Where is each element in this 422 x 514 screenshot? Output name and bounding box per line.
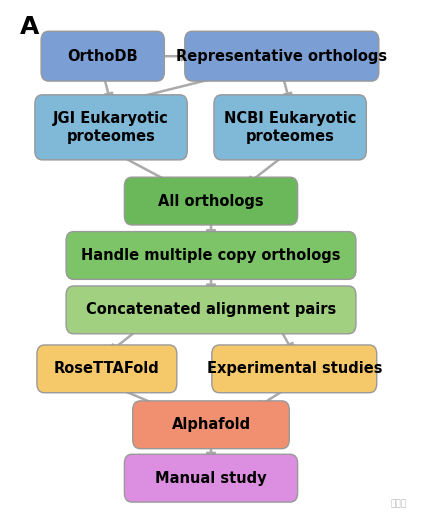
FancyBboxPatch shape [41, 31, 164, 81]
FancyBboxPatch shape [214, 95, 366, 160]
Text: Concatenated alignment pairs: Concatenated alignment pairs [86, 302, 336, 317]
FancyBboxPatch shape [37, 345, 177, 393]
Text: Alphafold: Alphafold [171, 417, 251, 432]
Text: Experimental studies: Experimental studies [206, 361, 382, 376]
Text: NCBI Eukaryotic
proteomes: NCBI Eukaryotic proteomes [224, 111, 356, 143]
FancyBboxPatch shape [133, 401, 289, 449]
Text: Representative orthologs: Representative orthologs [176, 49, 387, 64]
Text: JGI Eukaryotic
proteomes: JGI Eukaryotic proteomes [53, 111, 169, 143]
Text: 量子位: 量子位 [391, 500, 407, 509]
FancyBboxPatch shape [35, 95, 187, 160]
FancyBboxPatch shape [124, 177, 298, 225]
FancyBboxPatch shape [185, 31, 379, 81]
FancyBboxPatch shape [212, 345, 377, 393]
Text: RoseTTAFold: RoseTTAFold [54, 361, 160, 376]
Text: OrthoDB: OrthoDB [68, 49, 138, 64]
Text: Manual study: Manual study [155, 471, 267, 486]
Text: Handle multiple copy orthologs: Handle multiple copy orthologs [81, 248, 341, 263]
FancyBboxPatch shape [66, 286, 356, 334]
Text: A: A [19, 15, 39, 40]
Text: All orthologs: All orthologs [158, 194, 264, 209]
FancyBboxPatch shape [124, 454, 298, 502]
FancyBboxPatch shape [66, 232, 356, 280]
